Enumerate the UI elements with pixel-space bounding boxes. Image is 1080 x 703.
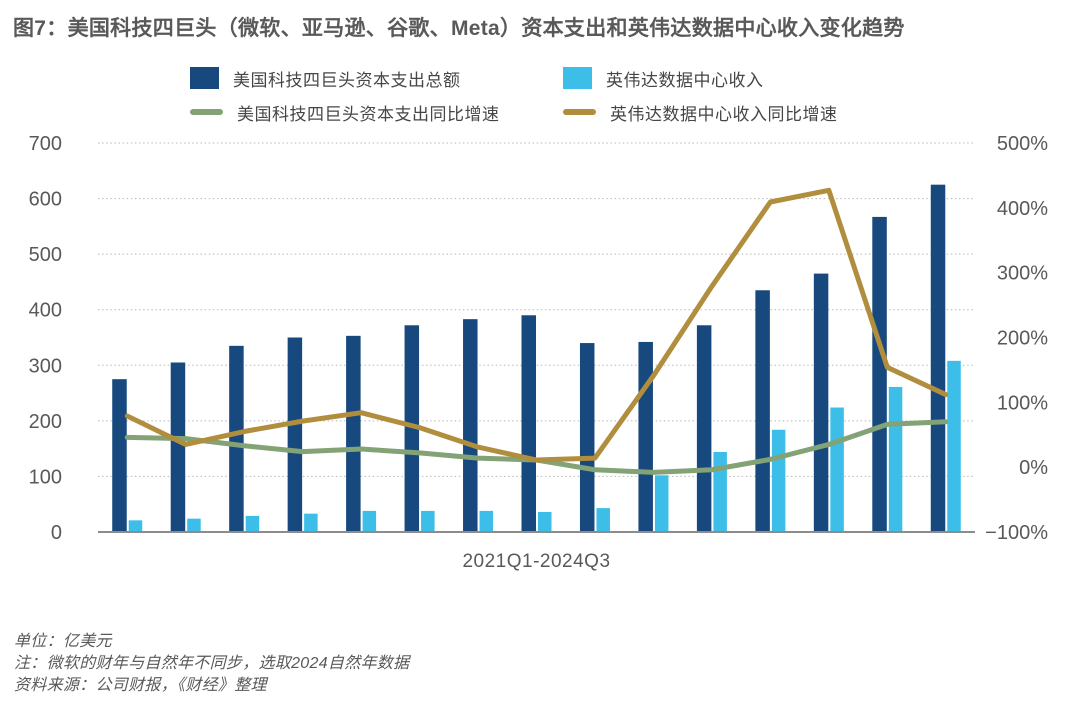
right-axis-tick-label: 0%	[1019, 457, 1048, 479]
nvda-revenue-bar	[362, 510, 377, 532]
nvda-growth-swatch-icon	[563, 109, 596, 115]
legend-item-nvda-revenue: 英伟达数据中心收入	[563, 66, 764, 90]
capex-bar	[696, 325, 712, 532]
left-axis-tick-label: 700	[29, 133, 62, 155]
left-axis-tick-label: 0	[51, 522, 62, 544]
source-note: 资料来源：公司财报，《财经》整理	[14, 677, 267, 694]
figure-title: 图7：美国科技四巨头（微软、亚马逊、谷歌、Meta）资本支出和英伟达数据中心收入…	[13, 17, 905, 40]
capex-growth-swatch-icon	[190, 109, 223, 115]
left-axis-tick-label: 300	[29, 355, 62, 377]
nvda-revenue-bar	[713, 451, 727, 532]
nvda-revenue-bar	[304, 513, 318, 532]
legend-label-nvda-growth: 英伟达数据中心收入同比增速	[610, 104, 838, 124]
nvda-revenue-bar	[479, 510, 494, 532]
capex-bar	[404, 325, 420, 532]
right-axis-tick-label: 400%	[997, 198, 1048, 220]
nvda-revenue-bar	[771, 429, 786, 532]
right-axis-tick-label: 200%	[997, 328, 1048, 350]
unit-note: 单位：亿美元	[14, 633, 112, 650]
capex-bar	[170, 362, 186, 532]
capex-bar	[112, 379, 127, 532]
capex-bar	[872, 216, 887, 532]
fiscal-year-note: 注：微软的财年与自然年不同步，选取2024自然年数据	[14, 655, 410, 672]
capex-bar	[287, 337, 303, 532]
nvda-revenue-swatch-icon	[563, 67, 592, 89]
x-axis-range-label: 2021Q1-2024Q3	[462, 551, 611, 572]
capex-bar	[813, 273, 829, 532]
nvda-revenue-bar	[654, 475, 669, 532]
legend-item-capex-growth: 美国科技四巨头资本支出同比增速	[190, 100, 500, 124]
capex-bar	[579, 343, 595, 532]
nvda-revenue-bar	[187, 518, 201, 532]
nvda-revenue-bar	[421, 510, 435, 532]
capex-bar	[930, 184, 946, 532]
capex-bar	[638, 341, 653, 532]
legend-label-capex-growth: 美国科技四巨头资本支出同比增速	[237, 104, 500, 124]
capex-bar	[229, 345, 244, 532]
legend-label-capex-total: 美国科技四巨头资本支出总额	[233, 70, 461, 90]
nvda-revenue-bar	[245, 515, 260, 532]
nvda-growth-line	[124, 187, 949, 463]
nvda-revenue-bar	[947, 360, 961, 532]
nvda-revenue-bar	[830, 407, 844, 532]
capex-bar	[755, 290, 770, 532]
capex-bar	[521, 315, 536, 532]
legend-item-capex-total: 美国科技四巨头资本支出总额	[190, 66, 461, 90]
right-axis-tick-label: 300%	[997, 263, 1048, 285]
nvda-revenue-bar	[538, 511, 552, 532]
nvda-revenue-bar	[596, 508, 610, 532]
nvda-revenue-bar	[888, 386, 903, 532]
legend-item-nvda-growth: 英伟达数据中心收入同比增速	[563, 100, 838, 124]
capex-total-swatch-icon	[190, 67, 219, 89]
left-axis-tick-label: 200	[29, 411, 62, 433]
right-axis-tick-label: −100%	[985, 522, 1048, 544]
left-axis-tick-label: 400	[29, 300, 62, 322]
nvda-revenue-bar	[128, 520, 143, 532]
left-axis-tick-label: 500	[29, 244, 62, 266]
capex-bar	[346, 335, 361, 532]
right-axis-tick-label: 500%	[997, 133, 1048, 155]
legend-label-nvda-revenue: 英伟达数据中心收入	[606, 70, 764, 90]
right-axis-tick-label: 100%	[997, 392, 1048, 414]
left-axis-tick-label: 600	[29, 189, 62, 211]
left-axis-tick-label: 100	[29, 466, 62, 488]
capex-bar	[463, 319, 478, 532]
